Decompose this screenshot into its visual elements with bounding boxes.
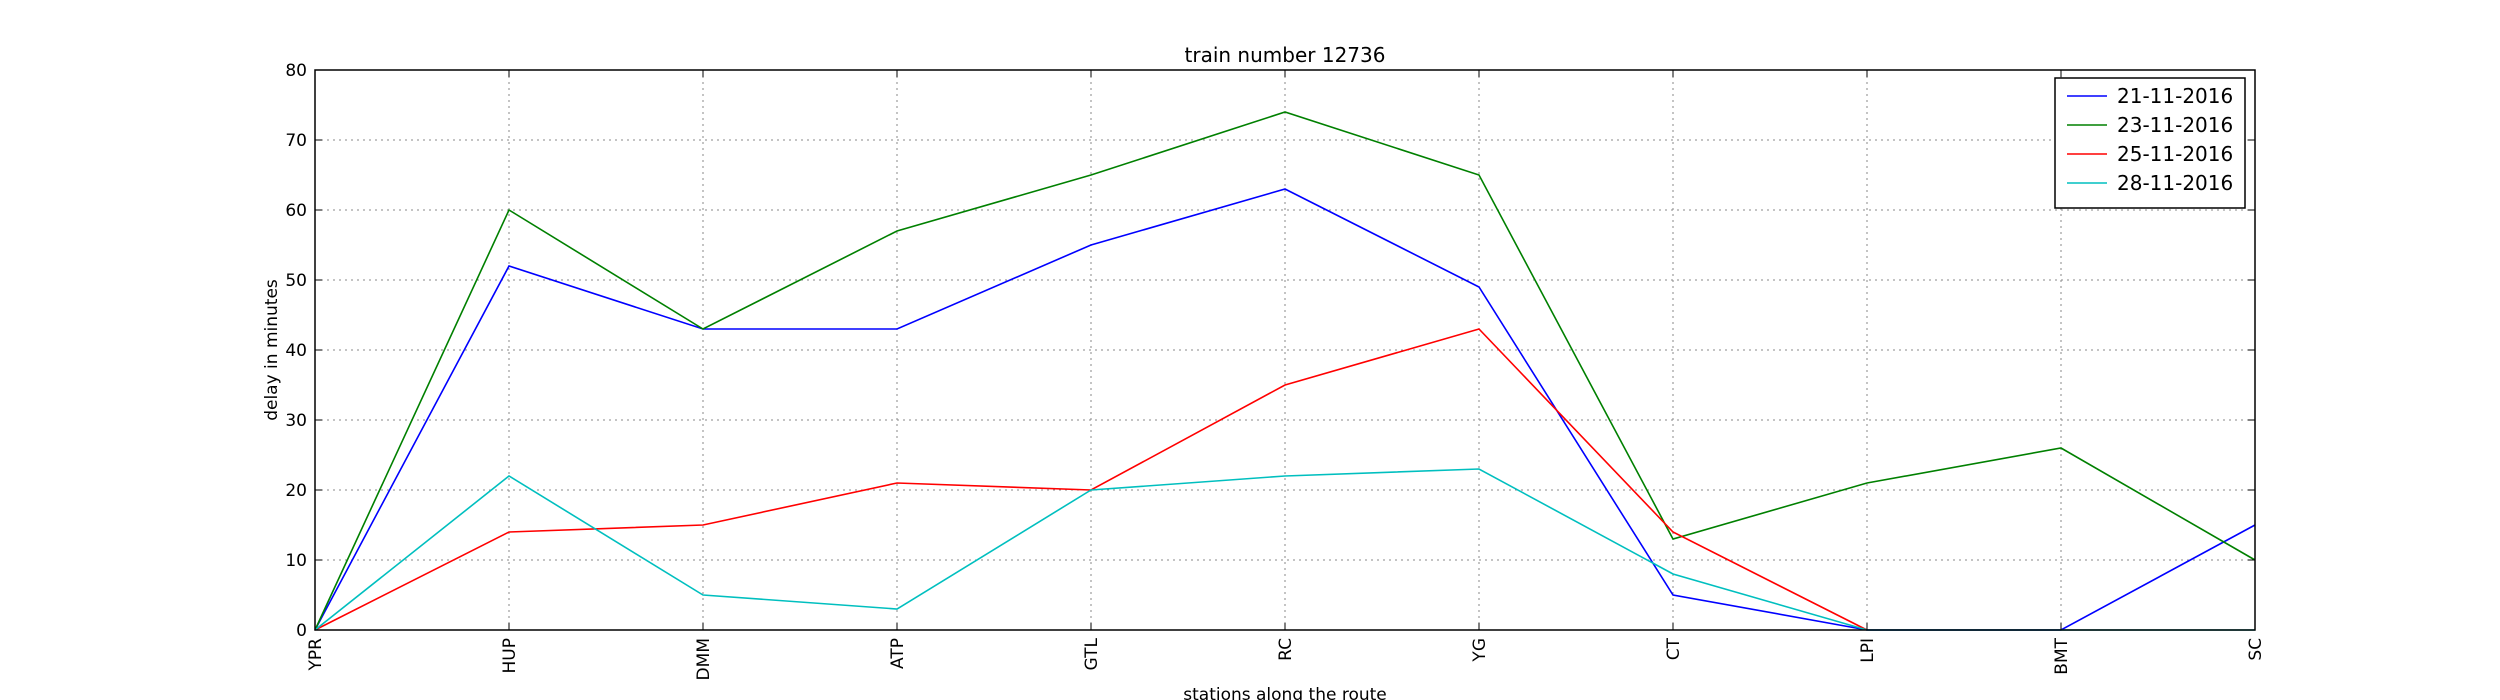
axis-ticks: YPR HUP DMM ATP GTL RC YG CT LPI BMT SC 0 10 20 30 40 50… xyxy=(285,61,2266,680)
x-tick-label: SC xyxy=(2246,638,2266,661)
y-tick-label: 50 xyxy=(285,271,307,291)
legend-label: 25-11-2016 xyxy=(2117,142,2233,166)
legend-label: 21-11-2016 xyxy=(2117,84,2233,108)
x-axis-label: stations along the route xyxy=(1183,685,1387,700)
series-line-2 xyxy=(314,111,2256,631)
legend-label: 28-11-2016 xyxy=(2117,171,2233,195)
y-tick-label: 10 xyxy=(285,551,307,571)
chart-title: train number 12736 xyxy=(1185,43,1386,67)
y-tick-label: 20 xyxy=(285,481,307,501)
legend-frame xyxy=(2054,77,2246,209)
y-tick-label: 70 xyxy=(285,131,307,151)
y-tick-label: 40 xyxy=(285,341,307,361)
legend-label: 23-11-2016 xyxy=(2117,113,2233,137)
y-tick-label: 0 xyxy=(296,621,307,641)
plot-background xyxy=(315,70,2255,630)
x-tick-label: GTL xyxy=(1082,637,1102,670)
x-tick-label: RC xyxy=(1276,638,1296,661)
y-tick-label: 60 xyxy=(285,201,307,221)
x-tick-label: HUP xyxy=(500,638,520,673)
x-tick-label: YG xyxy=(1470,638,1490,663)
x-tick-label: BMT xyxy=(2052,637,2072,674)
x-tick-label: CT xyxy=(1664,637,1684,660)
legend: 21-11-2016 23-11-2016 25-11-2016 28-11-2016 xyxy=(2054,77,2246,209)
x-tick-label: YPR xyxy=(306,638,326,672)
x-tick-label: DMM xyxy=(694,638,714,680)
y-tick-label: 80 xyxy=(285,61,307,81)
x-tick-label: ATP xyxy=(888,638,908,669)
y-axis-label: delay in minutes xyxy=(262,279,282,421)
x-tick-label: LPI xyxy=(1858,638,1878,663)
y-tick-label: 30 xyxy=(285,411,307,431)
